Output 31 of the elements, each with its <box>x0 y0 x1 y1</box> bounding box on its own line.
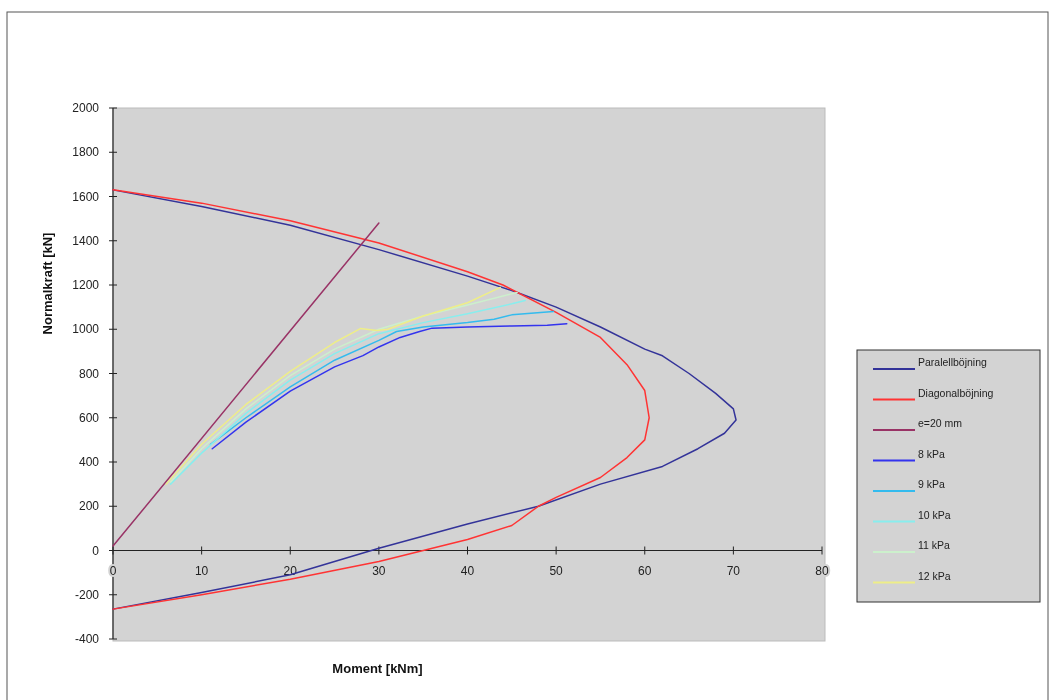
y-tick-label: 200 <box>78 499 100 514</box>
legend-label: 12 kPa <box>918 569 951 582</box>
y-tick-label: 0 <box>92 543 100 558</box>
y-tick-label: 1800 <box>72 145 100 160</box>
y-tick-label: 1000 <box>72 322 100 337</box>
x-axis-title: Moment [kNm] <box>332 661 423 676</box>
legend-label: 8 kPa <box>918 447 946 460</box>
x-tick-label: 10 <box>194 563 209 578</box>
legend-label: 10 kPa <box>918 508 951 521</box>
y-tick-label: -200 <box>74 587 100 602</box>
legend-label: 11 kPa <box>918 539 951 551</box>
y-tick-label: 1600 <box>72 189 100 204</box>
y-tick-label: 400 <box>78 455 100 470</box>
x-tick-label: 30 <box>372 563 386 578</box>
y-axis-title: Normalkraft [kN] <box>40 232 55 335</box>
legend-label: Diagonalböjning <box>918 386 994 399</box>
x-tick-label: 80 <box>815 563 829 578</box>
y-tick-label: 2000 <box>72 101 100 116</box>
y-tick-label: -400 <box>74 632 100 647</box>
y-tick-label: 800 <box>78 366 100 381</box>
y-tick-label: 1200 <box>72 278 100 293</box>
x-tick-label: 40 <box>460 563 475 578</box>
x-tick-label: 50 <box>549 563 564 578</box>
legend-label: e=20 mm <box>918 417 963 429</box>
x-tick-label: 70 <box>726 563 741 578</box>
y-tick-label: 600 <box>78 410 100 425</box>
y-tick-label: 1400 <box>72 233 100 248</box>
legend-label: 9 kPa <box>918 478 946 490</box>
x-tick-label: 60 <box>638 563 652 578</box>
legend-label: Paralellböjning <box>918 356 988 368</box>
x-tick-label: 20 <box>283 563 298 578</box>
